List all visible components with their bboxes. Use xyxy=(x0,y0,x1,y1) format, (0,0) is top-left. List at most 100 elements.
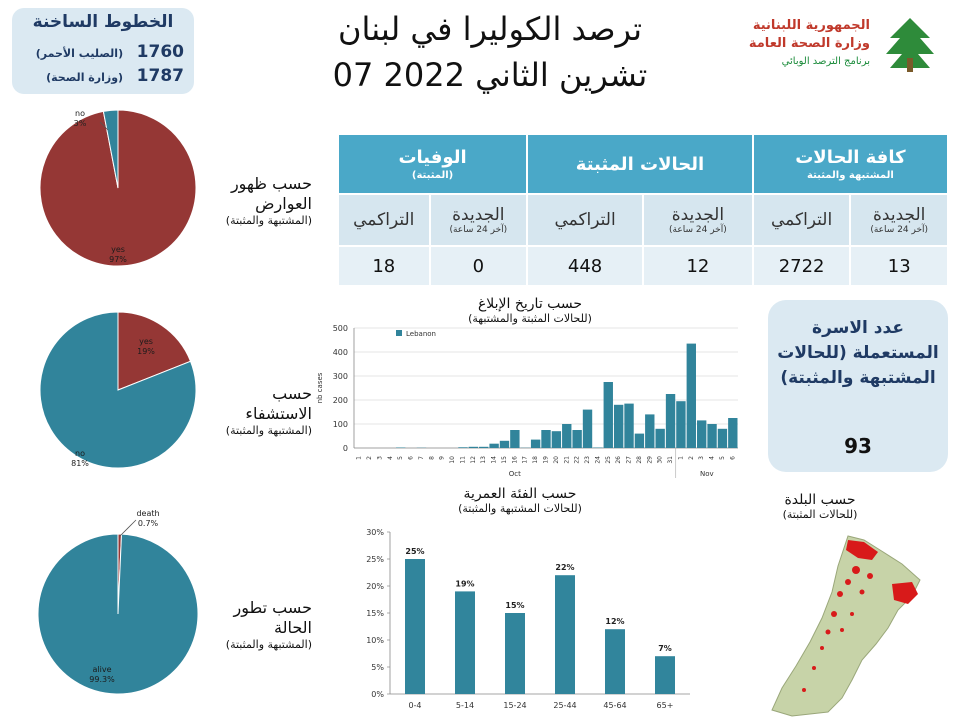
age-y-tick: 20% xyxy=(366,582,384,591)
value-cell: 18 xyxy=(337,245,431,287)
pie-label-alive: 99.3% xyxy=(89,675,115,684)
case-clusters xyxy=(802,540,918,692)
pie-leader-line xyxy=(119,519,137,537)
col-cumulative: التراكمي xyxy=(337,193,431,247)
epi-x-tick: 14 xyxy=(491,456,498,464)
epi-y-tick: 300 xyxy=(333,372,348,381)
outcome-label: حسب تطور الحالة (المشتبهة والمثبتة) xyxy=(225,598,312,651)
epi-x-tick: 26 xyxy=(615,456,622,464)
beds-label: عدد الاسرة المستعملة (للحالات المشتبهة و… xyxy=(777,318,939,388)
hotline-number[interactable]: 1787 xyxy=(136,66,184,86)
epi-x-tick: 31 xyxy=(667,456,674,464)
epi-x-tick: 1 xyxy=(356,456,363,460)
logo-line-2: وزارة الصحة العامة xyxy=(748,36,870,51)
value-cell: 448 xyxy=(526,245,645,287)
epi-month-label: Nov xyxy=(700,470,714,478)
pie-slice-yes xyxy=(117,311,192,391)
col-cumulative: التراكمي xyxy=(526,193,645,247)
epi-x-tick: 13 xyxy=(480,456,487,464)
pie-label-yes: yes xyxy=(111,245,125,254)
value-cell: 13 xyxy=(849,245,949,287)
col-new: الجديدة (آخر 24 ساعة) xyxy=(428,193,529,247)
epi-x-tick: 22 xyxy=(574,456,581,464)
age-bar xyxy=(505,613,525,694)
epi-x-tick: 28 xyxy=(636,456,643,464)
epi-bar xyxy=(541,430,551,448)
col-cumulative: التراكمي xyxy=(751,193,852,247)
epi-x-tick: 20 xyxy=(553,456,560,464)
age-bar xyxy=(655,656,675,694)
map-title: حسب البلدة (للحالات المثبتة) xyxy=(782,492,858,521)
epi-x-tick: 2 xyxy=(366,456,373,460)
pie-label-no: 3% xyxy=(74,119,87,128)
epi-x-tick: 25 xyxy=(605,456,612,464)
epi-bar xyxy=(645,414,655,448)
value-cell: 12 xyxy=(642,245,754,287)
epi-bar xyxy=(696,420,707,448)
age-data-label: 22% xyxy=(555,563,574,572)
group-header-confirmed: الحالات المثبتة xyxy=(526,133,754,195)
epi-x-tick: 9 xyxy=(439,456,446,460)
age-x-tick: 15-24 xyxy=(503,701,526,710)
epi-x-tick: 4 xyxy=(387,456,394,460)
epi-bar xyxy=(499,440,510,448)
age-data-label: 7% xyxy=(658,644,672,653)
epi-x-tick: 23 xyxy=(584,456,591,464)
epi-bar xyxy=(707,424,717,448)
epi-legend-label: Lebanon xyxy=(406,330,436,338)
pie-label-yes: yes xyxy=(139,337,153,346)
age-bar xyxy=(405,559,425,694)
epi-bar xyxy=(624,403,634,448)
epi-bar xyxy=(468,446,479,448)
epi-bar xyxy=(603,382,613,448)
age-y-tick: 0% xyxy=(371,690,384,699)
epi-x-tick: 12 xyxy=(470,456,477,464)
hotline-row: 1787 (وزارة الصحة) xyxy=(20,66,184,86)
age-data-label: 19% xyxy=(455,579,474,588)
lebanon-map xyxy=(771,535,921,717)
hotline-row: 1760 (الصليب الأحمر) xyxy=(20,42,184,62)
pie-label-yes: 19% xyxy=(137,347,155,356)
epi-x-tick: 2 xyxy=(688,456,695,460)
age-y-tick: 25% xyxy=(366,555,384,564)
epi-y-tick: 0 xyxy=(343,444,348,453)
hotline-title: الخطوط الساخنة xyxy=(32,12,174,32)
age-x-tick: 45-64 xyxy=(603,701,626,710)
epi-x-tick: 18 xyxy=(532,456,539,464)
age-x-tick: 0-4 xyxy=(408,701,421,710)
epi-x-tick: 24 xyxy=(594,456,601,464)
epi-y-label: nb cases xyxy=(316,372,324,403)
epi-bar xyxy=(572,430,582,448)
pie-label-death: death xyxy=(136,509,159,518)
ministry-logo: الجمهورية اللبنانية وزارة الصحة العامة ب… xyxy=(748,14,940,74)
logo-line-1: الجمهورية اللبنانية xyxy=(752,18,870,33)
pie-slice-alive xyxy=(37,533,199,695)
epi-bar xyxy=(676,401,686,448)
epi-x-tick: 29 xyxy=(646,456,653,464)
beds-box: عدد الاسرة المستعملة (للحالات المشتبهة و… xyxy=(768,300,948,472)
epi-x-tick: 17 xyxy=(522,456,529,464)
epi-month-label: Oct xyxy=(509,470,521,478)
col-new: الجديدة (آخر 24 ساعة) xyxy=(642,193,754,247)
pie-label-no: 81% xyxy=(71,459,89,468)
hotline-number[interactable]: 1760 xyxy=(136,42,184,62)
age-y-tick: 10% xyxy=(366,636,384,645)
epi-x-tick: 8 xyxy=(428,456,435,460)
logo-line-3: برنامج الترصد الوبائي xyxy=(781,56,870,67)
epi-bar xyxy=(634,433,645,448)
epi-bar xyxy=(665,394,676,448)
epi-x-tick: 7 xyxy=(418,456,425,460)
pie-label-death: 0.7% xyxy=(138,519,159,528)
page-date: 07 تشرين الثاني 2022 xyxy=(332,56,648,94)
col-new: الجديدة (آخر 24 ساعة) xyxy=(849,193,949,247)
epi-bar xyxy=(458,447,468,448)
pie-label-no: no xyxy=(75,109,85,118)
age-data-label: 12% xyxy=(605,617,624,626)
pie-label-alive: alive xyxy=(92,665,111,674)
epi-x-tick: 21 xyxy=(563,456,570,464)
epi-x-tick: 16 xyxy=(511,456,518,464)
age-bar xyxy=(605,629,625,694)
epi-x-tick: 1 xyxy=(677,456,684,460)
hospitalization-label: حسب الاستشفاء (المشتبهة والمثبتة) xyxy=(225,384,312,437)
pie-leader-line xyxy=(99,121,109,131)
